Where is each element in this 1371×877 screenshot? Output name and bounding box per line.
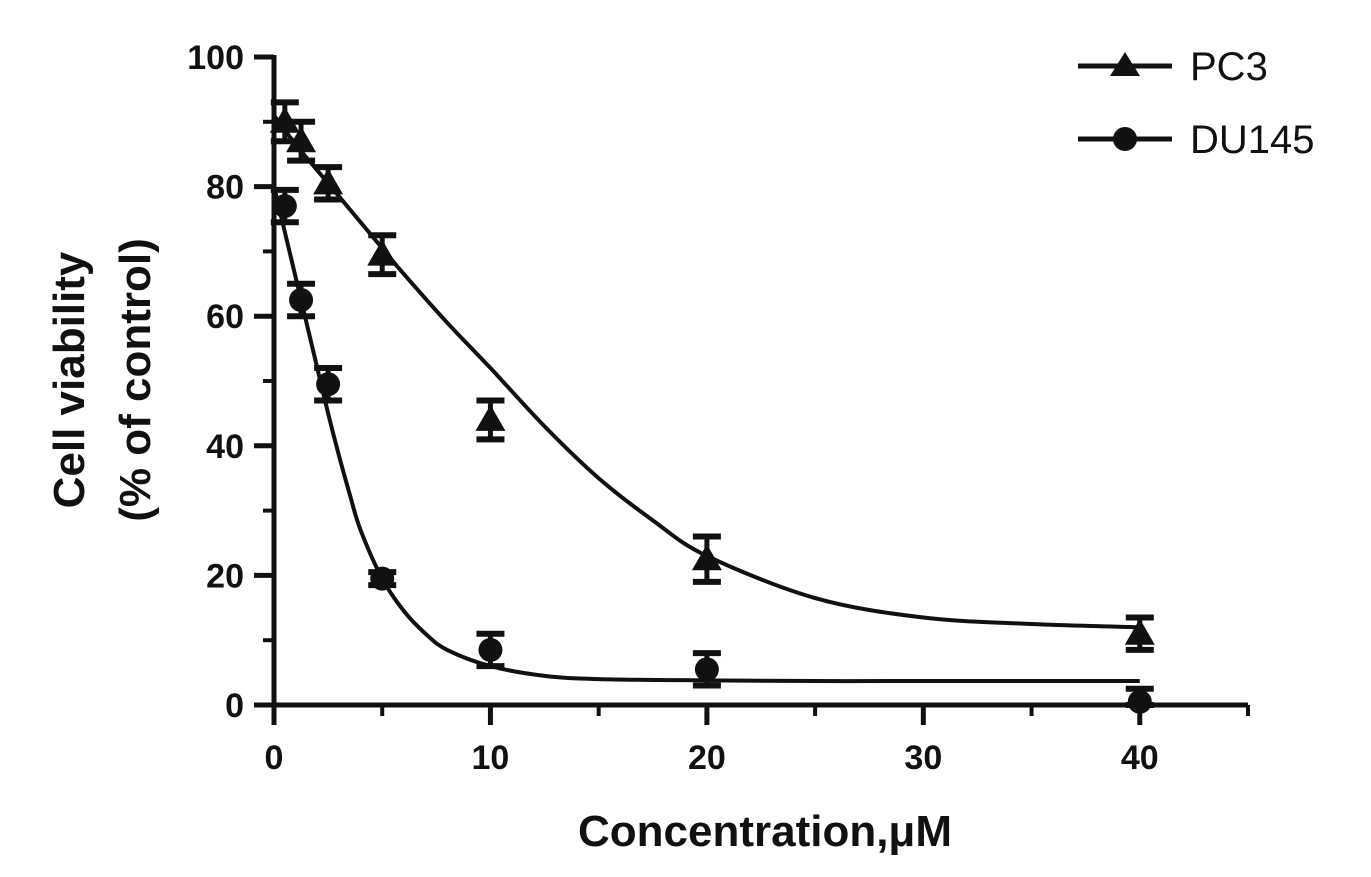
data-point-du145 [270, 186, 299, 226]
triangle-marker [286, 126, 317, 153]
data-point-pc3 [1124, 614, 1155, 653]
data-point-du145 [314, 365, 343, 404]
circle-marker [694, 657, 719, 682]
data-point-du145 [1125, 685, 1154, 714]
x-tick-label: 20 [688, 739, 726, 777]
y-tick-label: 100 [187, 39, 244, 77]
legend-marker-triangle-icon [1110, 52, 1140, 76]
fit-curves [272, 114, 1140, 684]
triangle-marker [1124, 618, 1155, 645]
data-point-pc3 [286, 118, 317, 164]
legend-label-pc3: PC3 [1190, 45, 1268, 89]
legend-marker-circle-icon [1113, 127, 1137, 151]
axes: 0 20 40 60 80 100 0 10 20 30 40 [187, 39, 1250, 777]
data-point-du145 [692, 650, 721, 689]
x-tick-label: 10 [472, 739, 510, 777]
data-point-pc3 [367, 232, 398, 278]
fit-curve-du145 [272, 186, 1140, 684]
legend-label-du145: DU145 [1190, 118, 1315, 162]
data-point-pc3 [475, 397, 506, 443]
fit-curve-pc3 [272, 114, 1140, 630]
triangle-marker [475, 404, 506, 431]
data-point-du145 [287, 280, 316, 320]
data-points [269, 99, 1155, 714]
data-point-du145 [368, 566, 397, 591]
circle-marker [289, 288, 314, 312]
y-tick-label: 80 [206, 169, 244, 207]
triangle-marker [313, 168, 344, 195]
y-tick-label: 20 [206, 557, 244, 595]
x-axis-title: Concentration,μM [578, 807, 952, 856]
legend: PC3 DU145 [1078, 45, 1315, 162]
triangle-marker [269, 106, 300, 133]
y-axis-title-line1: Cell viability [45, 251, 94, 508]
circle-marker [370, 566, 395, 591]
data-point-du145 [476, 630, 505, 670]
x-tick-label: 30 [904, 739, 942, 777]
y-tick-label: 60 [206, 298, 244, 336]
triangle-marker [691, 544, 722, 571]
data-point-pc3 [691, 533, 722, 585]
y-tick-label: 40 [206, 428, 244, 466]
circle-marker [316, 372, 341, 397]
y-axis-title-line2: (% of control) [111, 238, 160, 522]
x-tick-label: 40 [1121, 739, 1159, 777]
circle-marker [478, 637, 503, 662]
triangle-marker [367, 239, 398, 266]
circle-marker [1127, 689, 1152, 714]
circle-marker [272, 194, 297, 219]
data-point-pc3 [313, 164, 344, 203]
y-tick-label: 0 [225, 687, 244, 725]
x-tick-label: 0 [265, 739, 284, 777]
